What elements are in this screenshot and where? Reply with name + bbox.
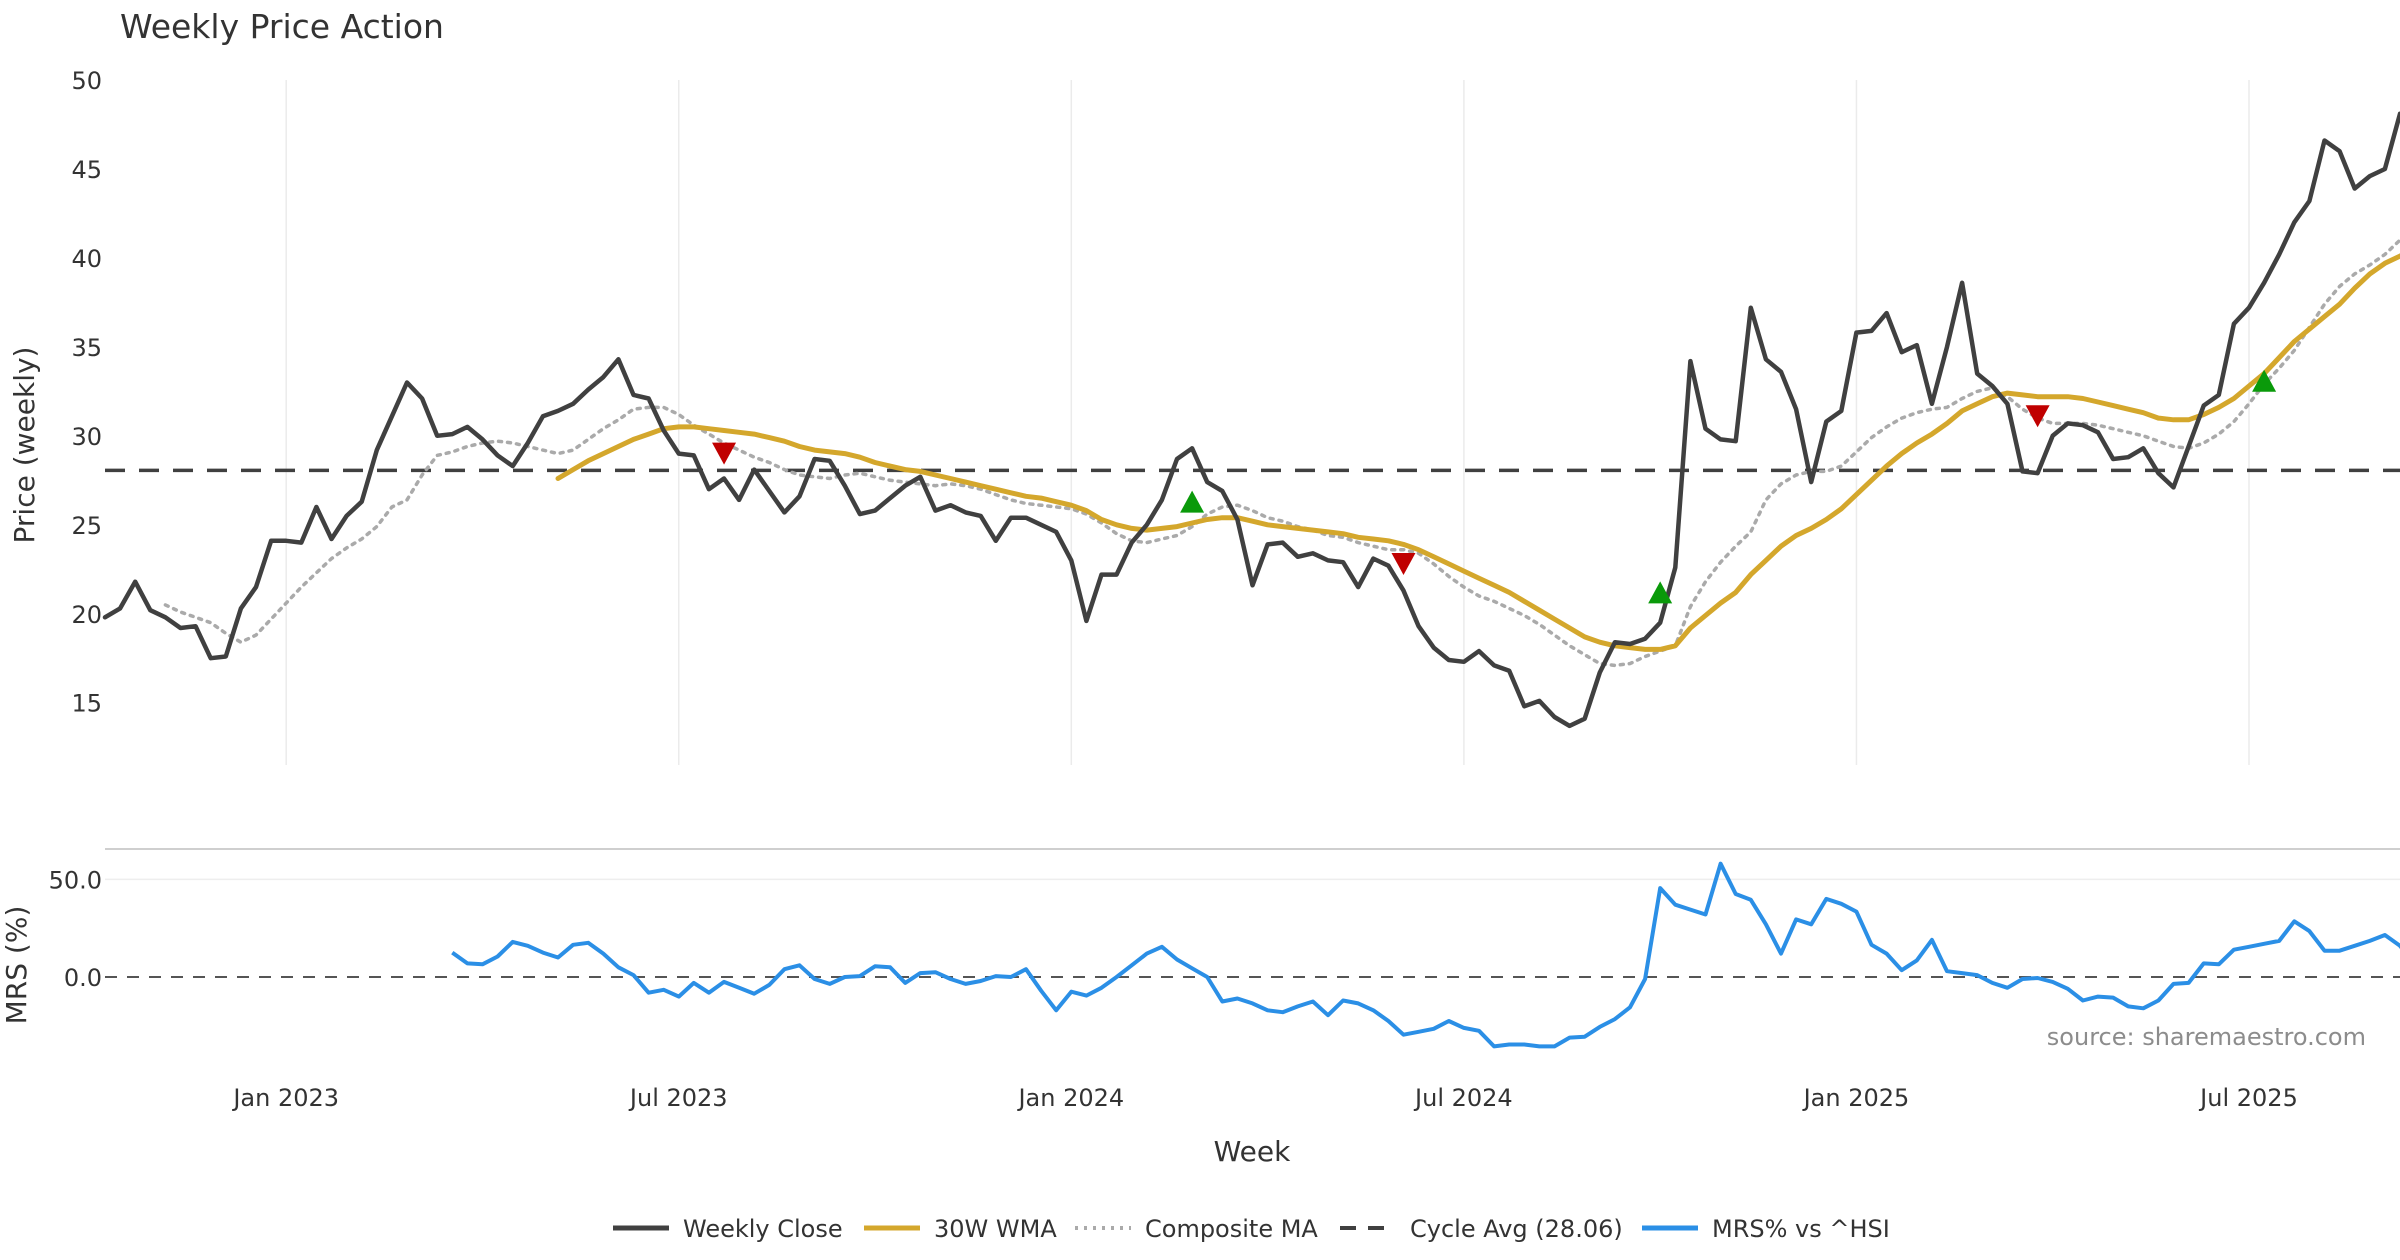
legend-label: Weekly Close xyxy=(683,1215,843,1243)
buy-signal-marker xyxy=(1648,581,1673,604)
x-tick-label: Jan 2023 xyxy=(231,1084,339,1112)
series-line-30w-wma xyxy=(555,253,2400,652)
x-tick-label: Jul 2025 xyxy=(2198,1084,2298,1112)
price-y-tick-label: 35 xyxy=(71,334,102,362)
buy-signal-marker xyxy=(2252,369,2277,392)
series-line-weekly-close xyxy=(102,111,2400,729)
mrs-y-axis-label: MRS (%) xyxy=(0,906,33,1025)
mrs-line xyxy=(451,861,2400,1049)
mrs-y-tick-label: 0.0 xyxy=(64,964,102,992)
sell-signal-marker xyxy=(2025,405,2050,428)
series-line-composite-ma xyxy=(163,237,2400,668)
price-y-tick-label: 45 xyxy=(71,156,102,184)
x-tick-label: Jul 2024 xyxy=(1413,1084,1513,1112)
mrs-y-tick-label: 50.0 xyxy=(49,866,102,894)
x-tick-label: Jan 2024 xyxy=(1016,1084,1124,1112)
sell-signal-marker xyxy=(1391,552,1416,575)
price-y-tick-label: 15 xyxy=(71,690,102,718)
x-tick-label: Jul 2023 xyxy=(628,1084,728,1112)
price-y-tick-label: 40 xyxy=(71,245,102,273)
price-y-axis-label: Price (weekly) xyxy=(8,347,41,544)
legend-label: Cycle Avg (28.06) xyxy=(1410,1215,1623,1243)
price-y-tick-label: 25 xyxy=(71,512,102,540)
legend-label: MRS% vs ^HSI xyxy=(1712,1215,1890,1243)
chart-title: Weekly Price Action xyxy=(120,7,444,46)
x-axis-label: Week xyxy=(1214,1135,1291,1168)
legend-label: 30W WMA xyxy=(934,1215,1057,1243)
price-y-tick-label: 20 xyxy=(71,601,102,629)
legend-label: Composite MA xyxy=(1145,1215,1318,1243)
sell-signal-marker xyxy=(712,442,737,465)
source-credit: source: sharemaestro.com xyxy=(2047,1023,2366,1051)
price-y-tick-label: 50 xyxy=(71,67,102,95)
x-tick-label: Jan 2025 xyxy=(1802,1084,1910,1112)
price-y-tick-label: 30 xyxy=(71,423,102,451)
buy-signal-marker xyxy=(1180,490,1205,513)
